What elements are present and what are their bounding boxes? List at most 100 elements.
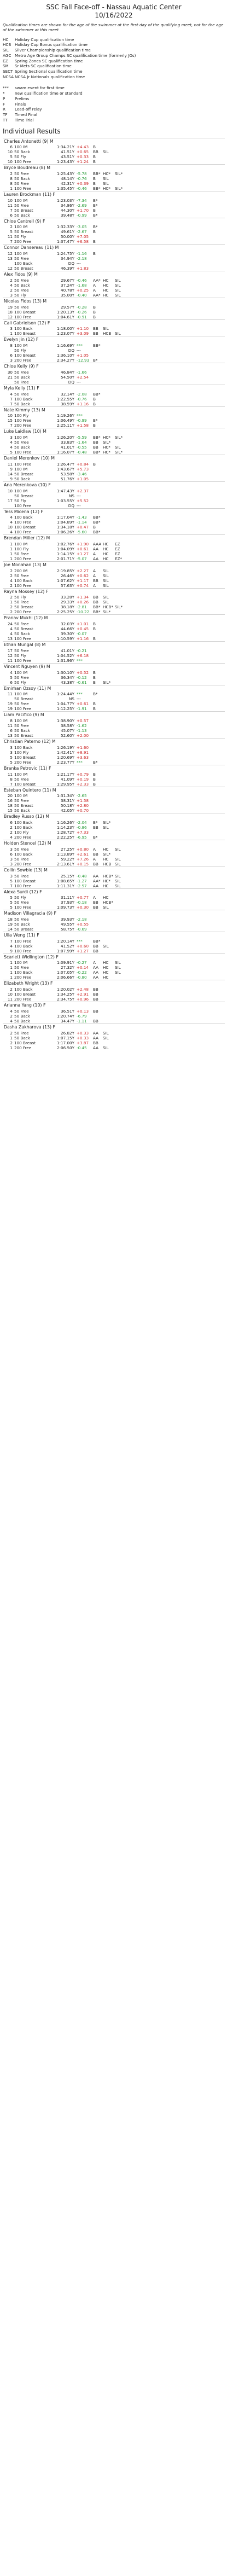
event-qual-1: SIL — [103, 149, 109, 155]
event-time: 1:30.10Y — [57, 670, 74, 675]
event-qual-2 — [115, 631, 127, 636]
event-place: 3 — [10, 435, 13, 440]
event-standard: B — [93, 776, 96, 782]
event-row: 4 50 Back 34.47Y -1.11 BB — [3, 1019, 225, 1024]
event-qual-1 — [103, 208, 115, 213]
event-time: 2:06.66Y — [57, 975, 74, 980]
event-change: -3.46 — [77, 471, 87, 476]
event-qual-2 — [115, 675, 127, 680]
legend-code: SIL — [3, 48, 9, 53]
event-spacer — [127, 927, 225, 932]
event-qual-1: HC — [103, 965, 109, 970]
event-row: 3 100 Back 1:18.00Y +1.10 BB SIL — [3, 326, 225, 331]
event-change: +0.26 — [77, 600, 89, 605]
event-place: 14 — [7, 927, 13, 932]
event-change: -0.69 — [77, 927, 87, 932]
section-title: Individual Results — [3, 127, 61, 135]
event-qual-1 — [103, 343, 115, 348]
event-name: 100 Free — [14, 905, 32, 910]
event-change: +5.52 — [77, 498, 89, 503]
swimmer-block: Joe Monahan (13) M 2 200 IM 2:19.85Y +2.27 A S… — [3, 561, 225, 588]
event-qual-2 — [115, 939, 127, 944]
event-qual-1: SIL — [103, 578, 109, 583]
swimmer-block: Esteban Quintero (11) M 20 100 IM 1:31.34Y -… — [3, 786, 225, 813]
event-change: -1.14 — [77, 520, 87, 525]
event-row: 12 100 IM 1:24.75Y -1.16 B — [3, 251, 225, 256]
event-name: 100 Free — [14, 883, 32, 888]
event-row: 1 200 Free 2:06.50Y -0.45 AA SIL — [3, 1045, 225, 1050]
event-standard: B* — [93, 358, 98, 363]
swimmer-name: Joe Monahan (13) M — [3, 561, 225, 568]
event-place: 8 — [10, 176, 13, 181]
event-time: 1:26.20Y — [57, 435, 74, 440]
swimmer-name: Lauren Brockman (11) F — [3, 190, 225, 198]
event-change: +1.05 — [77, 476, 89, 481]
event-standard: A — [93, 573, 96, 578]
event-change: -2.08 — [77, 391, 87, 397]
event-time: 1:07.15Y — [57, 1035, 74, 1040]
event-qual-1: HCB* — [103, 900, 113, 905]
event-place: 4 — [10, 626, 13, 632]
event-change: -5.07 — [77, 556, 87, 561]
swimmer-name: Evelyn Jin (12) F — [3, 336, 225, 344]
event-place: 10 — [7, 488, 13, 493]
event-place: 3 — [10, 292, 13, 298]
swimmer-name: Bradley Russo (12) M — [3, 813, 225, 821]
event-qual-2 — [115, 375, 127, 380]
event-standard: A — [93, 568, 96, 573]
event-place — [3, 261, 14, 266]
event-qual-1 — [103, 835, 115, 840]
event-time: 2:22.25Y — [57, 835, 74, 840]
event-name: 200 Free — [14, 759, 32, 765]
event-time: 34.47Y — [61, 1018, 74, 1024]
event-time: 29.67Y — [61, 277, 74, 283]
event-qual-1 — [103, 261, 115, 266]
event-spacer — [127, 525, 225, 530]
event-time: 2:01.71Y — [57, 556, 74, 561]
event-standard: BB* — [93, 609, 101, 615]
event-name: 200 Free — [14, 556, 32, 561]
event-qual-2 — [115, 798, 127, 803]
event-row: 2 100 Back 1:20.02Y +2.48 BB — [3, 987, 225, 992]
event-standard: B — [93, 674, 96, 680]
event-spacer — [127, 658, 225, 663]
event-spacer — [127, 423, 225, 428]
event-spacer — [127, 144, 225, 149]
event-name: 50 Free — [14, 917, 29, 922]
event-spacer — [127, 450, 225, 455]
event-place: 3 — [10, 326, 13, 332]
event-qual-2 — [115, 498, 127, 503]
event-spacer — [127, 331, 225, 336]
swimmer-block: Chloe Kelly (9) F 30 50 Free 46.84Y -1.66 21 5… — [3, 363, 225, 385]
event-name: 100 Back — [14, 261, 33, 266]
event-row: 8 50 Free 42.31Y +0.39 B SIL — [3, 181, 225, 186]
event-time: 40.78Y — [61, 287, 74, 293]
event-standard: BB* — [93, 391, 101, 397]
event-time: 41.51Y — [61, 149, 74, 155]
event-row: 14 50 Breast 58.75Y -0.69 — [3, 927, 225, 932]
event-qual-2 — [115, 397, 127, 402]
event-name: 50 Breast — [14, 266, 33, 271]
event-qual-2 — [115, 626, 127, 631]
event-spacer — [127, 883, 225, 888]
event-change: -0.48 — [77, 450, 87, 455]
event-time: 1:16.69Y — [57, 343, 74, 348]
event-change: +7.26 — [77, 856, 89, 862]
event-place: 19 — [7, 706, 13, 712]
event-place: 8 — [10, 718, 13, 724]
event-name: 50 Free — [14, 202, 29, 208]
event-qual-2 — [115, 987, 127, 992]
event-qual-2 — [115, 472, 127, 476]
event-place: 19 — [7, 701, 13, 707]
event-qual-2 — [115, 380, 127, 385]
event-change: +2.48 — [77, 987, 89, 992]
event-name: 200 IM — [14, 568, 28, 573]
event-standard: BB — [93, 943, 98, 949]
event-qual-1: HC* — [103, 435, 111, 440]
event-qual-2 — [115, 820, 127, 825]
event-name: 50 Free — [14, 369, 29, 375]
event-qual-1 — [103, 525, 115, 530]
event-row: 3 200 Free 2:13.61Y +0.15 BB HCB SIL — [3, 862, 225, 867]
event-spacer — [127, 1031, 225, 1036]
swimmer-name: Tess Micena (12) F — [3, 508, 225, 515]
